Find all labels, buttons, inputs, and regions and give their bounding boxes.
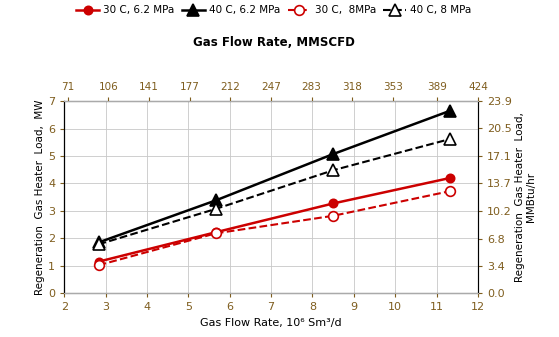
40 C, 6.2 MPa	[212, 198, 219, 203]
30 C,  8MPa	[330, 214, 337, 218]
Y-axis label: Regeneration  Gas Heater  Load,  MW: Regeneration Gas Heater Load, MW	[35, 99, 45, 295]
30 C,  8MPa	[95, 263, 102, 267]
Line: 30 C, 6.2 MPa: 30 C, 6.2 MPa	[94, 174, 454, 266]
30 C,  8MPa	[212, 231, 219, 235]
40 C, 6.2 MPa	[95, 240, 102, 244]
30 C, 6.2 MPa	[330, 202, 337, 206]
40 C, 6.2 MPa	[447, 109, 453, 113]
40 C, 8 MPa	[95, 242, 102, 246]
30 C,  8MPa	[447, 189, 453, 193]
40 C, 6.2 MPa	[330, 152, 337, 156]
X-axis label: Gas Flow Rate, 10⁶ Sm³/d: Gas Flow Rate, 10⁶ Sm³/d	[200, 318, 342, 328]
30 C, 6.2 MPa	[447, 176, 453, 180]
40 C, 8 MPa	[447, 137, 453, 141]
Legend: 30 C, 6.2 MPa, 40 C, 6.2 MPa, 30 C,  8MPa, 40 C, 8 MPa: 30 C, 6.2 MPa, 40 C, 6.2 MPa, 30 C, 8MPa…	[77, 5, 471, 15]
40 C, 8 MPa	[212, 207, 219, 211]
40 C, 8 MPa	[330, 168, 337, 172]
30 C, 6.2 MPa	[212, 230, 219, 234]
Line: 40 C, 6.2 MPa: 40 C, 6.2 MPa	[93, 105, 456, 248]
Text: Gas Flow Rate, MMSCFD: Gas Flow Rate, MMSCFD	[193, 36, 355, 49]
Y-axis label: Regeneration  Gas Heater  Load,
MMBtu/hr: Regeneration Gas Heater Load, MMBtu/hr	[515, 112, 536, 282]
30 C, 6.2 MPa	[95, 259, 102, 264]
Line: 30 C,  8MPa: 30 C, 8MPa	[94, 186, 455, 270]
Line: 40 C, 8 MPa: 40 C, 8 MPa	[93, 133, 456, 250]
